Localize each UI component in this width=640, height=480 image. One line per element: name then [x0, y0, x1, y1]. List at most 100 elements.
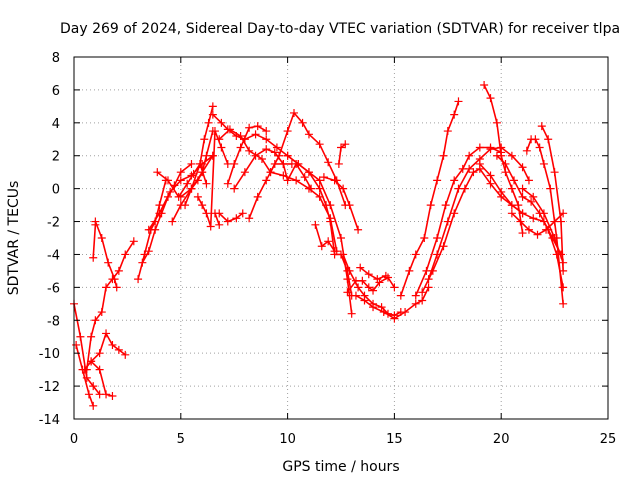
- series-line: [86, 240, 135, 371]
- data-point: [507, 151, 516, 160]
- data-point: [507, 184, 516, 193]
- data-point: [469, 168, 478, 177]
- data-point: [114, 266, 123, 275]
- data-point: [102, 390, 111, 399]
- data-point: [236, 131, 245, 140]
- y-tick-label: -4: [47, 248, 60, 263]
- data-point: [89, 253, 98, 262]
- chart-title: Day 269 of 2024, Sidereal Day-to-day VTE…: [60, 21, 620, 37]
- data-point: [497, 187, 506, 196]
- series-track-40: [522, 135, 568, 308]
- data-point: [311, 220, 320, 229]
- data-point: [91, 316, 100, 325]
- data-point: [319, 173, 328, 182]
- data-point: [524, 176, 533, 185]
- series-track-38: [492, 151, 568, 292]
- data-point: [121, 250, 130, 259]
- series-line: [227, 125, 268, 185]
- y-tick-label: -12: [39, 380, 60, 395]
- data-point: [202, 209, 211, 218]
- data-point: [486, 145, 495, 154]
- data-point: [181, 201, 190, 210]
- series-line: [314, 224, 336, 252]
- y-tick-label: 6: [52, 84, 60, 99]
- series-line: [248, 163, 312, 220]
- plot-frame: [73, 56, 609, 420]
- data-point: [245, 214, 254, 223]
- series-line: [214, 212, 220, 226]
- data-point: [245, 123, 254, 132]
- data-point: [275, 151, 284, 160]
- data-point: [82, 365, 91, 374]
- data-point: [153, 168, 162, 177]
- series-track-31: [356, 263, 390, 284]
- data-point: [215, 135, 224, 144]
- data-point: [354, 225, 363, 234]
- data-point: [559, 283, 568, 292]
- data-point: [439, 242, 448, 251]
- series-line: [141, 163, 193, 264]
- data-point: [439, 151, 448, 160]
- data-point: [544, 135, 553, 144]
- data-point: [518, 163, 527, 172]
- data-point: [283, 176, 292, 185]
- data-point: [304, 130, 313, 139]
- data-point: [208, 110, 217, 119]
- data-point: [202, 151, 211, 160]
- data-point: [290, 108, 299, 117]
- data-point: [300, 173, 309, 182]
- data-point: [279, 159, 288, 168]
- series-line: [212, 113, 353, 315]
- data-point: [347, 309, 356, 318]
- series-track-30: [351, 283, 433, 323]
- data-point: [138, 258, 147, 267]
- series-line: [359, 266, 387, 280]
- series-line: [421, 168, 524, 294]
- data-point: [465, 164, 474, 173]
- data-point: [450, 176, 459, 185]
- data-point: [206, 222, 215, 231]
- data-point: [356, 263, 365, 272]
- series-line: [180, 105, 214, 198]
- data-point: [450, 209, 459, 218]
- data-point: [373, 275, 382, 284]
- data-point: [454, 97, 463, 106]
- data-point: [450, 110, 459, 119]
- data-point: [550, 168, 559, 177]
- data-point: [405, 266, 414, 275]
- data-point: [215, 209, 224, 218]
- data-point: [364, 270, 373, 279]
- series-track-4: [80, 329, 130, 374]
- series-line: [218, 212, 244, 223]
- data-point: [501, 159, 510, 168]
- series-line: [540, 125, 564, 272]
- data-point: [518, 192, 527, 201]
- data-point: [465, 151, 474, 160]
- series-line: [269, 112, 347, 206]
- data-point: [294, 159, 303, 168]
- data-point: [337, 143, 345, 152]
- data-point: [351, 291, 360, 300]
- data-point: [163, 176, 172, 185]
- series-track-1: [70, 299, 104, 399]
- data-point: [420, 234, 429, 242]
- data-point: [155, 209, 164, 218]
- data-point: [202, 179, 211, 188]
- data-point: [552, 250, 561, 259]
- y-tick-label: -10: [39, 347, 60, 362]
- data-point: [486, 171, 495, 180]
- x-tick-label: 5: [177, 432, 185, 447]
- data-point: [341, 140, 350, 149]
- data-point: [110, 275, 119, 284]
- data-point: [230, 184, 239, 193]
- data-point: [72, 340, 81, 349]
- data-point: [433, 250, 442, 259]
- y-tick-label: 0: [52, 183, 60, 198]
- data-point: [326, 217, 335, 226]
- y-tick-label: -14: [39, 413, 60, 428]
- data-point: [292, 176, 301, 185]
- x-tick-label: 10: [279, 432, 296, 447]
- data-point: [240, 168, 249, 177]
- data-point: [95, 365, 104, 374]
